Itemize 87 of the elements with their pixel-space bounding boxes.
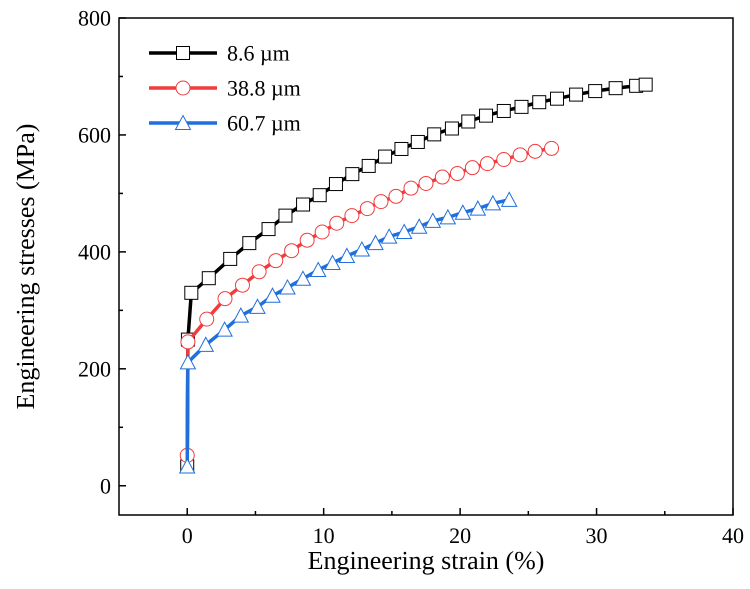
point	[388, 188, 404, 204]
point	[461, 114, 476, 128]
point	[184, 286, 198, 300]
point	[588, 84, 602, 98]
point	[496, 104, 511, 118]
y-tick-label: 200	[78, 356, 111, 382]
point	[218, 291, 233, 306]
point	[252, 264, 267, 280]
point	[381, 228, 398, 244]
legend-label: 8.6 µm	[227, 40, 290, 66]
point	[464, 160, 480, 176]
point	[360, 201, 375, 216]
x-tick-label: 10	[312, 523, 335, 548]
point	[450, 166, 465, 182]
point	[550, 92, 564, 106]
point	[249, 298, 266, 314]
x-tick-label: 0	[182, 523, 193, 548]
x-axis-title: Engineering strain (%)	[308, 546, 544, 575]
point	[345, 167, 360, 182]
y-tick-label: 600	[78, 122, 111, 148]
point	[434, 170, 450, 185]
point	[296, 198, 310, 212]
point	[501, 192, 518, 207]
point	[454, 204, 471, 220]
point	[512, 147, 528, 162]
point	[396, 224, 412, 239]
point	[427, 127, 442, 142]
point	[344, 208, 360, 224]
point	[444, 122, 459, 136]
point	[608, 81, 623, 96]
point	[338, 248, 355, 263]
point	[216, 322, 233, 337]
y-axis-title: Engineering stresses (MPa)	[11, 124, 40, 410]
y-tick-label: 800	[78, 6, 111, 31]
point	[199, 312, 214, 327]
point	[294, 270, 311, 286]
y-tick-label: 400	[78, 240, 111, 265]
point	[403, 180, 418, 196]
point	[300, 232, 315, 248]
point	[638, 78, 653, 92]
point	[480, 156, 495, 172]
legend-label: 60.7 µm	[227, 110, 301, 136]
point	[411, 218, 428, 234]
point	[329, 216, 344, 231]
point	[314, 224, 330, 240]
x-tick-label: 40	[722, 523, 744, 548]
point	[180, 354, 196, 370]
point	[496, 152, 512, 167]
point	[310, 262, 326, 278]
point	[479, 108, 494, 123]
point	[368, 235, 384, 250]
point	[544, 140, 560, 156]
point	[362, 158, 376, 173]
point	[268, 253, 284, 268]
point	[394, 142, 408, 156]
y-tick-label: 0	[100, 473, 111, 498]
point	[324, 254, 341, 270]
point	[278, 208, 292, 223]
point	[284, 243, 300, 258]
point	[198, 336, 214, 352]
point	[470, 200, 486, 216]
legend-label: 38.8 µm	[227, 76, 301, 101]
point	[532, 95, 546, 110]
point	[242, 236, 256, 250]
point	[312, 188, 327, 202]
point	[234, 278, 250, 293]
point	[418, 176, 434, 191]
point	[373, 194, 388, 210]
point	[223, 252, 238, 266]
point	[484, 195, 501, 210]
point	[264, 288, 280, 303]
point	[569, 88, 584, 102]
point	[280, 280, 296, 295]
point	[262, 222, 276, 236]
point	[528, 144, 543, 159]
point	[424, 212, 441, 228]
point	[328, 177, 343, 192]
x-tick-label: 20	[449, 523, 472, 548]
point	[232, 308, 249, 323]
point	[354, 242, 370, 257]
x-tick-label: 30	[586, 523, 608, 548]
point	[440, 209, 456, 224]
point	[378, 150, 392, 164]
point	[410, 134, 425, 149]
point	[180, 334, 196, 350]
point	[514, 100, 529, 114]
point	[202, 271, 216, 286]
